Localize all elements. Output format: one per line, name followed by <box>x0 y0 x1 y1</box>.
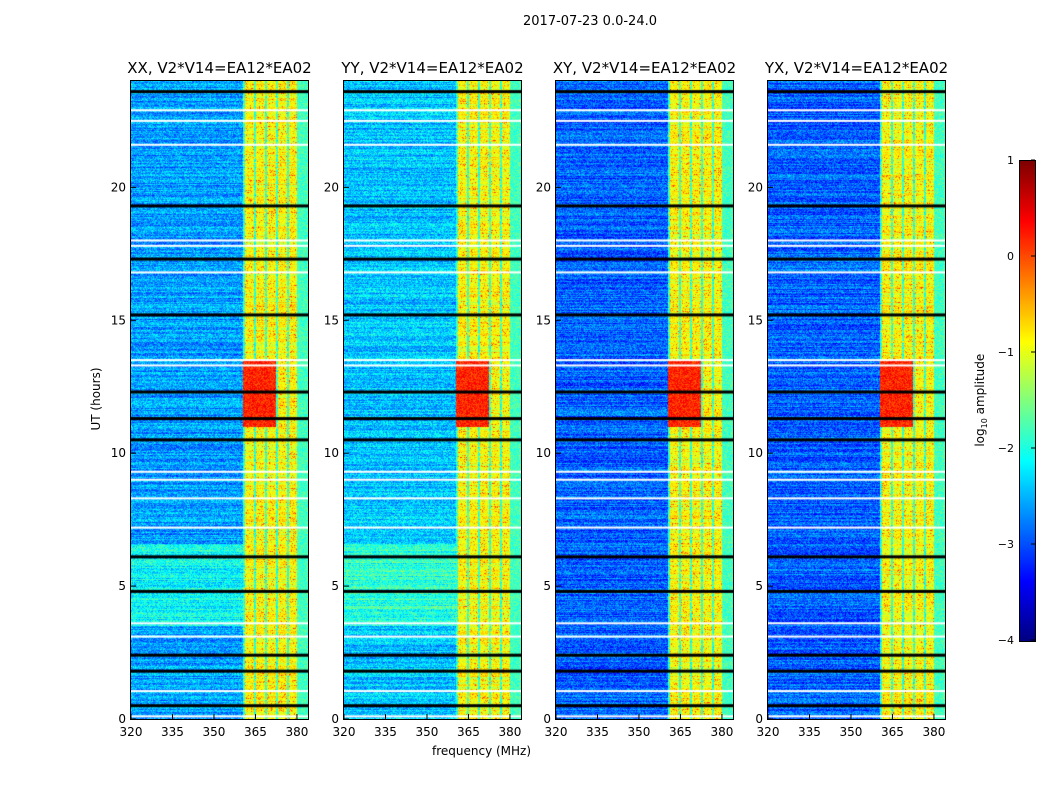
y-tick-label: 20 <box>324 180 339 194</box>
heatmap-panel <box>767 80 946 720</box>
x-tick-label: 350 <box>203 725 226 739</box>
heatmap-panel <box>343 80 522 720</box>
y-tick-label: 15 <box>111 313 126 327</box>
figure-title: 2017-07-23 0.0-24.0 <box>523 14 657 29</box>
x-tick-label: 350 <box>416 725 439 739</box>
colorbar-label: log10 amplitude <box>972 353 990 447</box>
x-tick-label: 320 <box>545 725 568 739</box>
x-tick-label: 320 <box>120 725 143 739</box>
y-tick-label: 10 <box>536 446 551 460</box>
y-tick-label: 15 <box>324 313 339 327</box>
colorbar <box>1019 160 1036 642</box>
x-tick-label: 335 <box>161 725 184 739</box>
panel-title: YY, V2*V14=EA12*EA02 <box>341 59 524 77</box>
x-tick-label: 335 <box>798 725 821 739</box>
y-tick-label: 0 <box>755 712 763 726</box>
y-tick-label: 5 <box>755 579 763 593</box>
x-tick-label: 320 <box>757 725 780 739</box>
heatmap-panel <box>130 80 309 720</box>
x-axis-label: frequency (MHz) <box>432 744 532 758</box>
heatmap-panel <box>555 80 734 720</box>
y-tick-label: 20 <box>111 180 126 194</box>
panel-title: XY, V2*V14=EA12*EA02 <box>552 59 737 77</box>
x-tick-label: 335 <box>586 725 609 739</box>
colorbar-tick-label: −4 <box>998 634 1014 647</box>
y-tick-label: 20 <box>536 180 551 194</box>
x-tick-label: 380 <box>710 725 733 739</box>
y-tick-label: 10 <box>324 446 339 460</box>
x-tick-label: 335 <box>374 725 397 739</box>
y-tick-label: 15 <box>536 313 551 327</box>
x-tick-label: 365 <box>669 725 692 739</box>
colorbar-tick-label: −3 <box>998 538 1014 551</box>
colorbar-tick-label: 1 <box>1007 154 1014 167</box>
y-tick-label: 0 <box>543 712 551 726</box>
x-tick-label: 365 <box>881 725 904 739</box>
y-tick-label: 0 <box>118 712 126 726</box>
x-tick-label: 380 <box>285 725 308 739</box>
y-tick-label: 10 <box>111 446 126 460</box>
y-tick-label: 20 <box>748 180 763 194</box>
x-tick-label: 380 <box>498 725 521 739</box>
colorbar-tick-label: −1 <box>998 346 1014 359</box>
x-tick-label: 365 <box>244 725 267 739</box>
y-tick-label: 15 <box>748 313 763 327</box>
y-tick-label: 0 <box>331 712 339 726</box>
x-tick-label: 380 <box>922 725 945 739</box>
colorbar-tick-label: 0 <box>1007 250 1014 263</box>
colorbar-tick-label: −2 <box>998 442 1014 455</box>
x-tick-label: 365 <box>457 725 480 739</box>
x-tick-label: 350 <box>840 725 863 739</box>
y-tick-label: 5 <box>543 579 551 593</box>
x-tick-label: 320 <box>333 725 356 739</box>
panel-title: XX, V2*V14=EA12*EA02 <box>127 59 312 77</box>
y-tick-label: 10 <box>748 446 763 460</box>
panel-title: YX, V2*V14=EA12*EA02 <box>764 59 949 77</box>
y-tick-label: 5 <box>118 579 126 593</box>
y-tick-label: 5 <box>331 579 339 593</box>
x-tick-label: 350 <box>628 725 651 739</box>
